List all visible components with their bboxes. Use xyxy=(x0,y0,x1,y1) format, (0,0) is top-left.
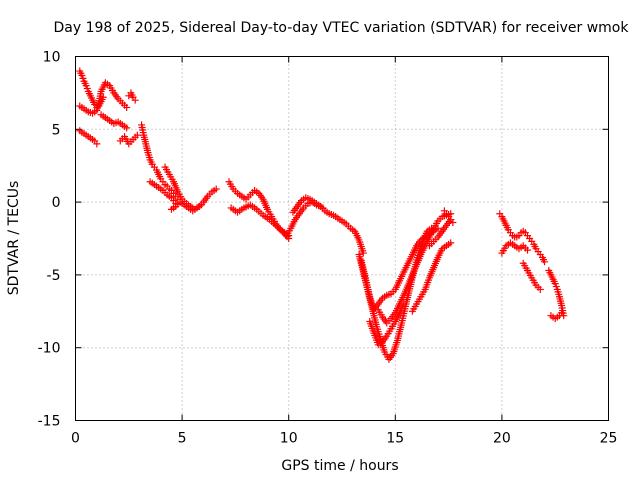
data-point xyxy=(558,309,566,317)
y-tick-label: 5 xyxy=(52,122,61,138)
y-axis-label: SDTVAR / TECUs xyxy=(6,181,22,296)
series-arc5 xyxy=(116,131,141,148)
data-point xyxy=(123,124,131,132)
series-arc2 xyxy=(76,79,131,117)
data-point xyxy=(447,239,455,247)
y-tick-label: 10 xyxy=(43,50,61,66)
series-arc6 xyxy=(125,89,139,104)
series-arc26 xyxy=(547,309,566,323)
plot-frame xyxy=(75,56,609,421)
x-axis-label: GPS time / hours xyxy=(281,458,398,474)
x-tick-label: 0 xyxy=(71,431,80,447)
y-tick-label: -10 xyxy=(38,341,61,357)
data-point xyxy=(93,140,101,148)
data-point xyxy=(131,96,139,104)
series-arc25 xyxy=(545,267,568,320)
series-arc21 xyxy=(440,207,457,226)
series-arc13 xyxy=(283,198,367,257)
series-arc19 xyxy=(408,239,455,315)
series-arc20 xyxy=(425,216,455,250)
series-arc12 xyxy=(227,201,293,242)
data-point xyxy=(319,204,327,212)
data-point xyxy=(536,285,544,293)
series-arc9 xyxy=(161,163,220,213)
x-tick-label: 10 xyxy=(280,431,298,447)
series-arc4 xyxy=(97,111,131,132)
data-points xyxy=(76,67,568,363)
y-tick-label: -15 xyxy=(38,414,61,430)
series-arc23 xyxy=(498,239,531,257)
chart-title: Day 198 of 2025, Sidereal Day-to-day VTE… xyxy=(54,20,630,36)
series-arc10 xyxy=(167,198,205,215)
y-tick-label: -5 xyxy=(47,268,61,284)
series-arc24 xyxy=(519,259,544,293)
data-point xyxy=(523,246,531,254)
x-tick-label: 5 xyxy=(178,431,187,447)
data-point xyxy=(449,218,457,226)
data-point xyxy=(123,103,131,111)
data-point xyxy=(541,258,549,266)
data-point xyxy=(133,131,141,139)
series-arc17 xyxy=(366,300,408,349)
series-arc14 xyxy=(289,194,327,216)
data-point xyxy=(212,185,220,193)
data-point xyxy=(197,201,205,209)
grid-lines xyxy=(75,56,609,421)
x-tick-label: 25 xyxy=(600,431,618,447)
series-arc22 xyxy=(496,210,549,266)
y-tick-label: 0 xyxy=(52,195,61,211)
y-tick-labels: -15 -10 -5 0 5 10 xyxy=(38,50,61,430)
x-tick-label: 15 xyxy=(386,431,404,447)
series-arc3 xyxy=(76,127,101,148)
x-tick-labels: 0 5 10 15 20 25 xyxy=(71,431,617,447)
data-point xyxy=(359,249,367,257)
series-arc11 xyxy=(225,178,293,240)
x-tick-label: 20 xyxy=(493,431,511,447)
